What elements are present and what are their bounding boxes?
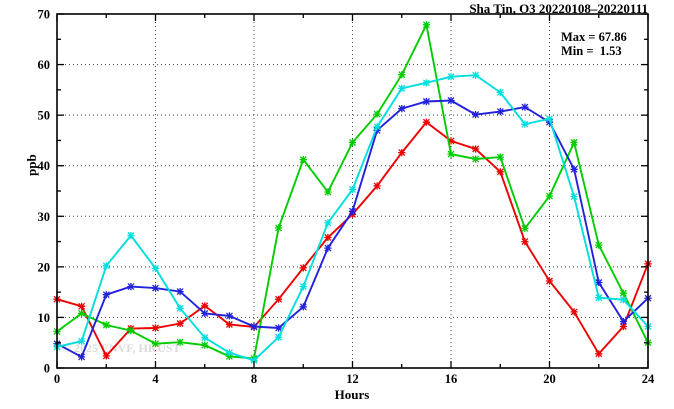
stats-annotation: Max = 67.86 Min = 1.53 (561, 30, 627, 58)
y-tick-label: 0 (44, 362, 50, 376)
y-tick-label: 40 (38, 159, 51, 173)
plot-border (56, 13, 649, 369)
min-annotation: Min = 1.53 (561, 44, 622, 58)
y-axis-label: ppb (24, 154, 39, 176)
y-tick-label: 50 (38, 109, 51, 123)
x-tick-label: 12 (346, 372, 359, 386)
x-tick-label: 4 (152, 372, 159, 386)
y-tick-label: 70 (38, 8, 51, 22)
y-tick-label: 20 (38, 260, 51, 274)
x-tick-label: 8 (251, 372, 257, 386)
tick-labels: 0 10 20 30 40 50 60 70 0 4 8 12 16 20 24 (38, 8, 656, 387)
x-tick-label: 20 (543, 372, 556, 386)
series-red-line (56, 120, 649, 358)
x-tick-label: 0 (54, 372, 60, 386)
max-annotation: Max = 67.86 (561, 30, 627, 44)
data-series (53, 21, 652, 364)
y-tick-label: 60 (38, 58, 51, 72)
x-tick-label: 16 (445, 372, 458, 386)
x-axis-label: Hours (334, 387, 370, 402)
y-tick-label: 30 (38, 210, 51, 224)
series-blue-markers (53, 96, 652, 361)
watermark: © 2025 ENVF, HKUST (62, 341, 181, 355)
chart-title: Sha Tin, O3 20220108–20220111 (469, 1, 648, 16)
x-tick-label: 24 (642, 372, 655, 386)
y-tick-label: 10 (38, 311, 51, 325)
